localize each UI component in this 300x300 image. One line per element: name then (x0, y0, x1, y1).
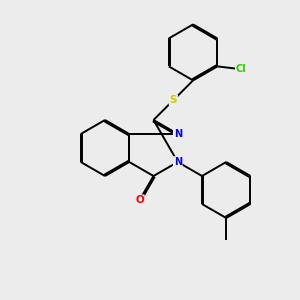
Text: Cl: Cl (236, 64, 247, 74)
Text: S: S (169, 95, 177, 105)
Text: N: N (174, 129, 182, 139)
Text: O: O (135, 195, 144, 205)
Text: N: N (174, 157, 182, 167)
